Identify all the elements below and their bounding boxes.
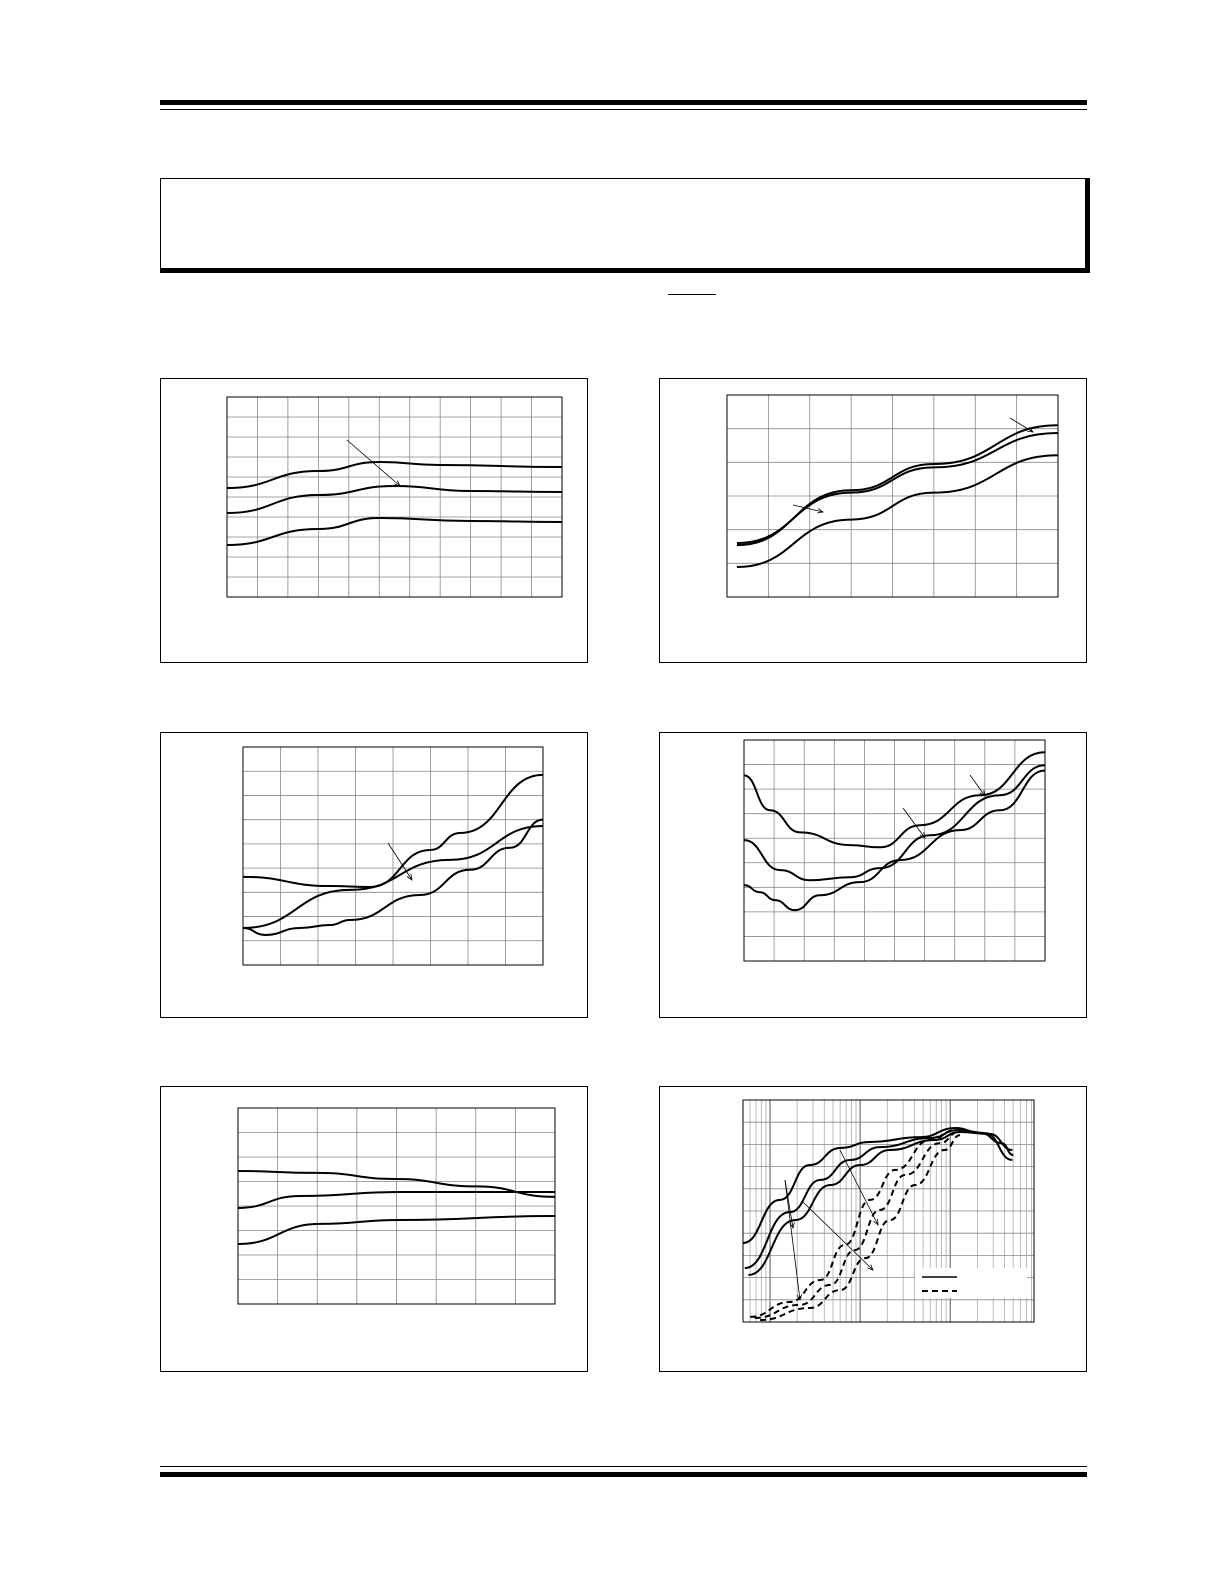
arrow-head-icon: [919, 832, 926, 839]
series-line-3: [226, 516, 563, 546]
arrow-head-icon: [406, 874, 413, 881]
arrow-head-icon: [1027, 426, 1034, 433]
annotation-arrow: [839, 1149, 879, 1226]
series-line-5: [754, 1130, 959, 1319]
series-line-3: [237, 1215, 556, 1245]
series-line-2: [743, 764, 1046, 882]
annotation-arrow: [387, 842, 413, 881]
series-line-1: [237, 1169, 556, 1198]
annotation-arrow: [784, 1179, 801, 1301]
footer-thin-rule: [160, 1466, 1087, 1467]
series-line-3: [743, 769, 1046, 912]
annotation-arrow: [902, 807, 926, 839]
series-line-1: [742, 1126, 1014, 1244]
series-line-3: [748, 1130, 1013, 1276]
annotation-arrow: [346, 439, 401, 487]
overline-mark: [668, 294, 716, 295]
arrow-head-icon: [817, 508, 825, 514]
annotation-arrow: [1009, 417, 1034, 433]
plot-frame: [242, 746, 544, 966]
plot-frame: [237, 1107, 556, 1305]
annotation-arrow: [792, 504, 824, 513]
arrow-head-icon: [394, 480, 401, 487]
arrow-head-icon: [796, 1294, 803, 1302]
series-line-3: [242, 818, 544, 936]
series-line-2: [237, 1191, 555, 1209]
series-line-1: [226, 460, 563, 489]
series-line-1: [242, 773, 544, 889]
plot-frame: [726, 394, 1059, 598]
annotation-arrow: [969, 774, 986, 797]
plot-frame: [743, 739, 1046, 962]
header-thick-rule: [160, 100, 1087, 105]
series-line-2: [226, 484, 563, 514]
section-title-box: [160, 178, 1090, 273]
plot-frame: [226, 396, 563, 598]
series-line-2: [242, 824, 544, 929]
series-line-3: [736, 454, 1059, 569]
series-line-1: [743, 751, 1046, 849]
annotation-arrow: [802, 1201, 874, 1271]
arrow-head-icon: [979, 790, 986, 797]
footer-thick-rule: [160, 1472, 1087, 1477]
header-thin-rule: [160, 109, 1087, 110]
legend-box: [915, 1268, 1027, 1298]
series-line-6: [760, 1134, 961, 1321]
arrow-head-icon: [873, 1218, 879, 1226]
arrow-head-icon: [867, 1264, 874, 1271]
series-line-2: [736, 432, 1059, 545]
plot-frame: [742, 1099, 1035, 1323]
